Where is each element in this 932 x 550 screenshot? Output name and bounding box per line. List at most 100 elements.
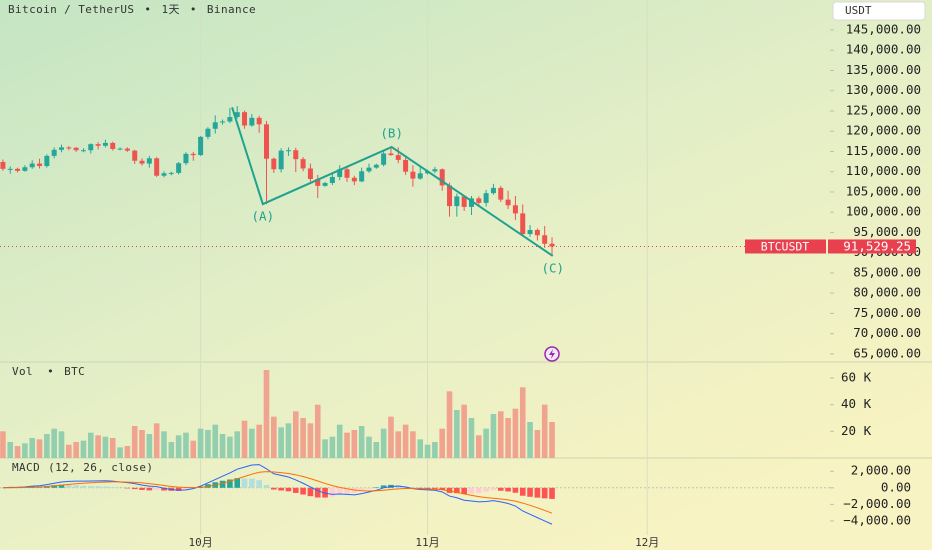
volume-bar xyxy=(454,410,460,458)
volume-bar xyxy=(263,370,270,458)
signal-line xyxy=(2,471,553,514)
volume-bar xyxy=(402,424,409,458)
candle-body xyxy=(403,159,409,172)
volume-bar xyxy=(139,430,145,458)
y-tick-label: −4,000.00 xyxy=(843,512,911,527)
macd-histogram-bar xyxy=(58,484,65,488)
candle-body xyxy=(73,147,79,151)
candle-body xyxy=(307,168,313,179)
candle-body xyxy=(7,168,13,170)
volume-bar xyxy=(219,434,226,458)
candle-body xyxy=(139,160,145,164)
candle-body xyxy=(512,205,518,214)
macd-name: MACD xyxy=(12,461,40,474)
candle-body xyxy=(271,158,277,170)
volume-bar xyxy=(131,426,138,458)
candle-body xyxy=(242,112,248,126)
y-tick-label: 95,000.00 xyxy=(853,224,921,239)
currency-button[interactable] xyxy=(832,1,926,21)
volume-bar xyxy=(314,404,321,458)
volume-bar xyxy=(51,428,57,458)
volume-bar xyxy=(307,423,314,458)
macd-histogram-bar xyxy=(161,487,167,491)
volume-bar xyxy=(366,436,372,458)
candle-body xyxy=(410,171,416,179)
volume-bar xyxy=(322,439,328,458)
separator: • xyxy=(190,3,197,16)
wave-label: (A) xyxy=(252,209,275,224)
y-tick-label: 85,000.00 xyxy=(853,264,921,279)
candle-body xyxy=(124,148,130,151)
candle-body xyxy=(110,142,116,150)
macd-histogram-bar xyxy=(109,487,116,488)
volume-bar xyxy=(395,431,402,458)
candle-body xyxy=(168,172,174,174)
candle-body xyxy=(190,153,196,156)
y-tick-label: 115,000.00 xyxy=(846,143,921,158)
volume-bar xyxy=(44,434,50,458)
candle-body xyxy=(344,169,350,178)
interval: 1天 xyxy=(161,3,179,16)
candle-body xyxy=(300,159,306,169)
exchange: Binance xyxy=(207,3,256,16)
volume-bar xyxy=(66,444,72,458)
volume-bar xyxy=(527,422,533,458)
macd-histogram-bar xyxy=(278,487,284,491)
y-tick-label: 40 K xyxy=(841,396,872,411)
wave-label: (B) xyxy=(380,125,403,140)
volume-bar xyxy=(497,411,504,458)
candle-body xyxy=(285,150,291,152)
volume-bar xyxy=(519,387,526,458)
volume-bar xyxy=(329,436,336,458)
macd-histogram-bar xyxy=(227,479,233,488)
candle-body xyxy=(520,213,526,235)
y-tick-label: 135,000.00 xyxy=(846,62,921,77)
volume-bar xyxy=(190,440,197,458)
volume-bar xyxy=(175,435,182,458)
volume-bar xyxy=(73,442,79,458)
macd-histogram-bar xyxy=(490,487,497,491)
wave-line xyxy=(231,107,554,257)
candle-body xyxy=(439,169,445,186)
macd-histogram-bar xyxy=(454,487,460,494)
candle-body xyxy=(58,147,64,150)
volume-bar xyxy=(358,426,365,458)
volume-bar xyxy=(534,430,541,458)
y-tick-label: 2,000.00 xyxy=(851,463,911,478)
candle-body xyxy=(154,158,160,176)
volume-bar xyxy=(388,416,394,458)
volume-bar xyxy=(468,418,475,458)
volume-title: Vol • BTC xyxy=(12,365,85,378)
volume-bar xyxy=(439,428,445,458)
y-tick-label: 75,000.00 xyxy=(853,305,921,320)
symbol: Bitcoin / TetherUS xyxy=(8,3,134,16)
candle-body xyxy=(388,153,394,156)
y-tick-label: 130,000.00 xyxy=(846,82,921,97)
volume-bar xyxy=(373,442,380,458)
macd-histogram-bar xyxy=(468,487,475,494)
volume-bar xyxy=(22,443,28,458)
volume-bar xyxy=(417,439,424,458)
lightning-icon[interactable] xyxy=(544,346,560,362)
x-tick-label: 10月 xyxy=(188,536,212,549)
chart-header: Bitcoin / TetherUS • 1天 • Binance xyxy=(8,3,256,16)
candle-body xyxy=(490,187,496,194)
volume-bar xyxy=(0,431,6,458)
macd-histogram-bar xyxy=(256,480,262,488)
candle-body xyxy=(366,167,372,172)
macd-histogram-bar xyxy=(307,487,314,497)
y-tick-label: 100,000.00 xyxy=(846,204,921,219)
volume-bar xyxy=(300,418,306,458)
macd-histogram-bar xyxy=(527,487,533,497)
macd-histogram-bar xyxy=(505,487,511,492)
volume-bar xyxy=(80,440,87,458)
macd-histogram-bar xyxy=(285,487,292,492)
volume-bar xyxy=(183,432,189,458)
volume-bar xyxy=(432,442,438,458)
macd-histogram-bar xyxy=(373,487,380,488)
y-tick-label: 80,000.00 xyxy=(853,285,921,300)
candle-body xyxy=(205,128,211,137)
volume-bar xyxy=(117,447,123,458)
volume-bar xyxy=(380,428,387,458)
